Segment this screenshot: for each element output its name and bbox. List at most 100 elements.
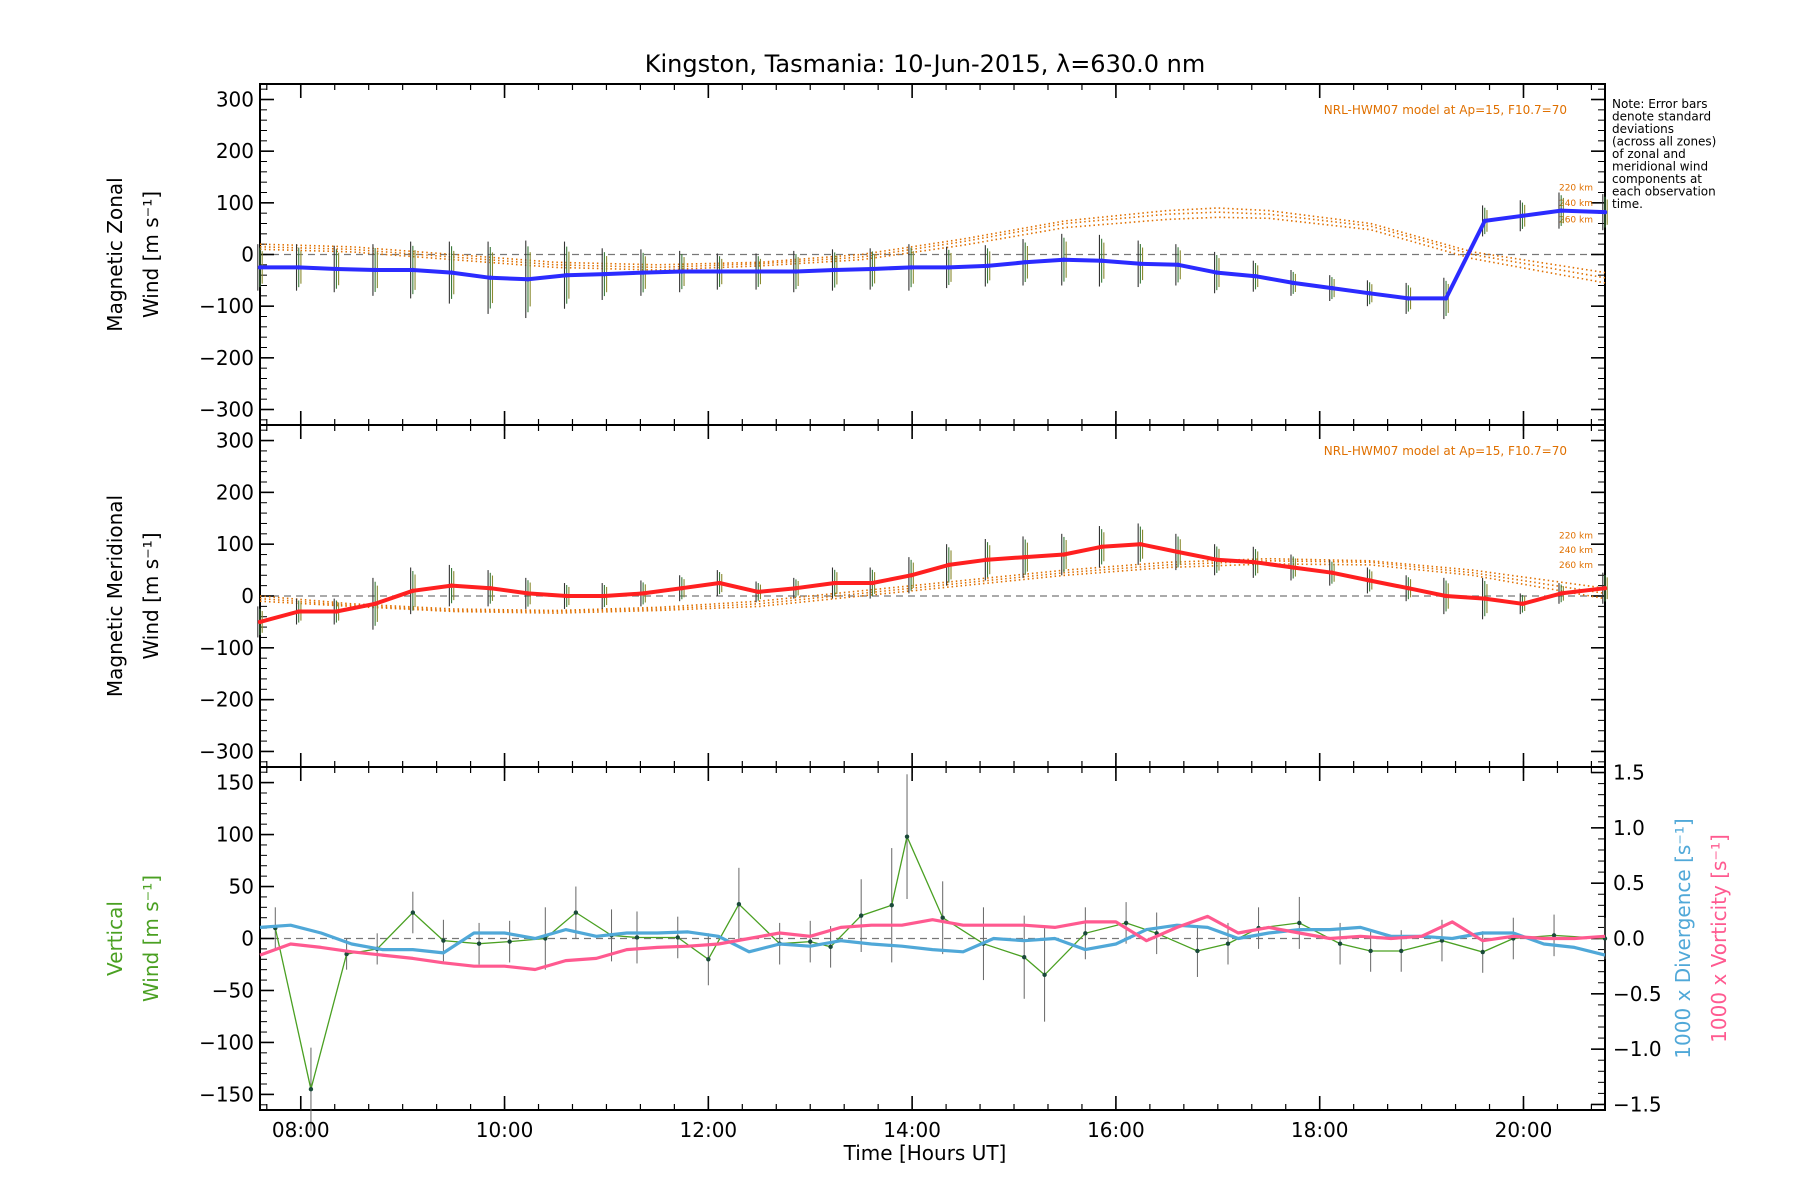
x-tick-label: 12:00: [680, 1118, 738, 1142]
zonal-wind-point: [908, 265, 914, 270]
meridional-wind-point: [985, 557, 990, 562]
y-tick-label: 200: [216, 139, 254, 163]
zonal-wind-point: [1406, 296, 1411, 301]
divergence-line: [259, 923, 1606, 957]
meridional-wind-point: [449, 583, 454, 588]
model-altitude-label: 260 km: [1559, 215, 1593, 225]
zonal-wind-point: [679, 269, 685, 274]
meridional-wind-point: [1482, 596, 1487, 601]
y-tick-label: −50: [212, 978, 254, 1002]
meridional-wind-point: [1443, 593, 1449, 599]
zonal-wind-point: [985, 263, 990, 269]
model-altitude-label: 240 km: [1559, 199, 1593, 209]
model-curve: [259, 557, 1606, 612]
zonal-wind-point: [793, 269, 799, 274]
meridional-wind-point: [908, 573, 914, 578]
zonal-wind-point: [525, 277, 531, 282]
model-curve: [259, 559, 1606, 613]
zonal-wind-point: [1558, 208, 1564, 213]
x-tick-label: 16:00: [1087, 1118, 1145, 1142]
y-tick-label: −200: [199, 688, 254, 712]
vorticity-axis-label: 1000 x Vorticity [s⁻¹]: [1707, 834, 1731, 1043]
zonal-wind-point: [946, 265, 952, 270]
vertical-wind-point: [1337, 941, 1343, 946]
vertical-wind-line: [274, 834, 1606, 1090]
meridional-wind-point: [488, 586, 493, 591]
vertical-wind-point: [573, 910, 579, 915]
meridional-wind-point: [1558, 591, 1564, 596]
model-label: NRL-HWM07 model at Ap=15, F10.7=70: [1324, 103, 1567, 117]
zonal-wind-point: [1291, 280, 1296, 286]
vertical-wind-point: [1042, 972, 1047, 978]
y-tick-label: 100: [216, 532, 254, 556]
meridional-wind-point: [296, 609, 301, 614]
y-tick-label: −300: [199, 739, 254, 763]
meridional-wind-point: [602, 593, 607, 599]
y2-tick-label: −0.5: [1613, 982, 1662, 1006]
y-axis-label: Wind [m s⁻¹]: [139, 875, 163, 1002]
y-tick-label: −100: [199, 636, 254, 660]
zonal-wind-point: [488, 275, 493, 280]
meridional-wind-point: [257, 619, 263, 625]
note-line: Note: Error bars: [1612, 97, 1707, 111]
y-tick-label: −300: [199, 398, 254, 422]
meridional-wind-point: [793, 586, 799, 591]
meridional-wind-point: [372, 601, 378, 606]
y2-tick-label: −1.5: [1613, 1092, 1662, 1116]
meridional-wind-point: [1329, 570, 1335, 575]
y2-tick-label: −1.0: [1613, 1037, 1662, 1061]
model-curve: [259, 216, 1606, 284]
chart-title: Kingston, Tasmania: 10-Jun-2015, λ=630.0…: [645, 50, 1205, 78]
zonal-wind-point: [410, 267, 416, 273]
model-altitude-label: 260 km: [1559, 561, 1593, 571]
zonal-wind-point: [756, 269, 761, 274]
panel-vertical: 150 100 50 0 −50 −100 −150 Vertical Wind [m s⁻¹]…: [103, 761, 1731, 1142]
y-axis-label: Wind [m s⁻¹]: [139, 532, 163, 659]
meridional-wind-point: [1406, 586, 1411, 591]
x-axis-label: Time [Hours UT]: [843, 1141, 1007, 1165]
zonal-wind-point: [640, 270, 646, 275]
model-curve: [259, 563, 1606, 614]
zonal-wind-point: [1602, 209, 1608, 215]
zonal-wind-point: [1138, 261, 1143, 266]
vertical-wind-point: [706, 957, 711, 962]
x-tick-label: 14:00: [883, 1118, 941, 1142]
vertical-wind-point: [1225, 941, 1231, 946]
vertical-wind-point: [889, 903, 894, 908]
y2-tick-label: 0.0: [1613, 927, 1645, 951]
vertical-wind-point: [1551, 933, 1557, 938]
y-tick-label: 0: [241, 243, 254, 267]
note-line: components at: [1612, 172, 1702, 186]
meridional-wind-point: [410, 588, 416, 594]
meridional-wind-point: [1175, 549, 1181, 555]
zonal-wind-point: [1023, 260, 1028, 265]
model-altitude-label: 240 km: [1559, 546, 1593, 556]
y-tick-label: 0: [241, 584, 254, 608]
meridional-wind-point: [525, 591, 531, 596]
meridional-wind-line: [259, 542, 1606, 624]
vertical-wind-point: [1083, 931, 1088, 936]
y2-tick-label: 1.0: [1613, 816, 1645, 840]
vertical-wind-point: [344, 951, 349, 957]
note-line: (across all zones): [1612, 135, 1716, 149]
note-line: of zonal and: [1612, 147, 1686, 161]
zonal-wind-point: [1175, 262, 1181, 268]
meridional-wind-point: [334, 609, 339, 614]
vertical-wind-point: [1022, 955, 1027, 960]
vertical-wind-point: [507, 939, 512, 944]
y-tick-label: −100: [199, 1030, 254, 1054]
y-axis-label: Wind [m s⁻¹]: [139, 191, 163, 318]
model-label: NRL-HWM07 model at Ap=15, F10.7=70: [1324, 444, 1567, 458]
y-tick-label: −100: [199, 294, 254, 318]
note-line: deviations: [1612, 122, 1674, 136]
zonal-wind-point: [602, 271, 607, 277]
zonal-wind-point: [1329, 285, 1335, 291]
vertical-wind-point: [675, 935, 680, 940]
vertical-wind-point: [1123, 920, 1129, 926]
y-tick-label: −150: [199, 1082, 254, 1106]
meridional-wind-point: [1214, 557, 1219, 562]
zonal-wind-point: [296, 265, 301, 270]
